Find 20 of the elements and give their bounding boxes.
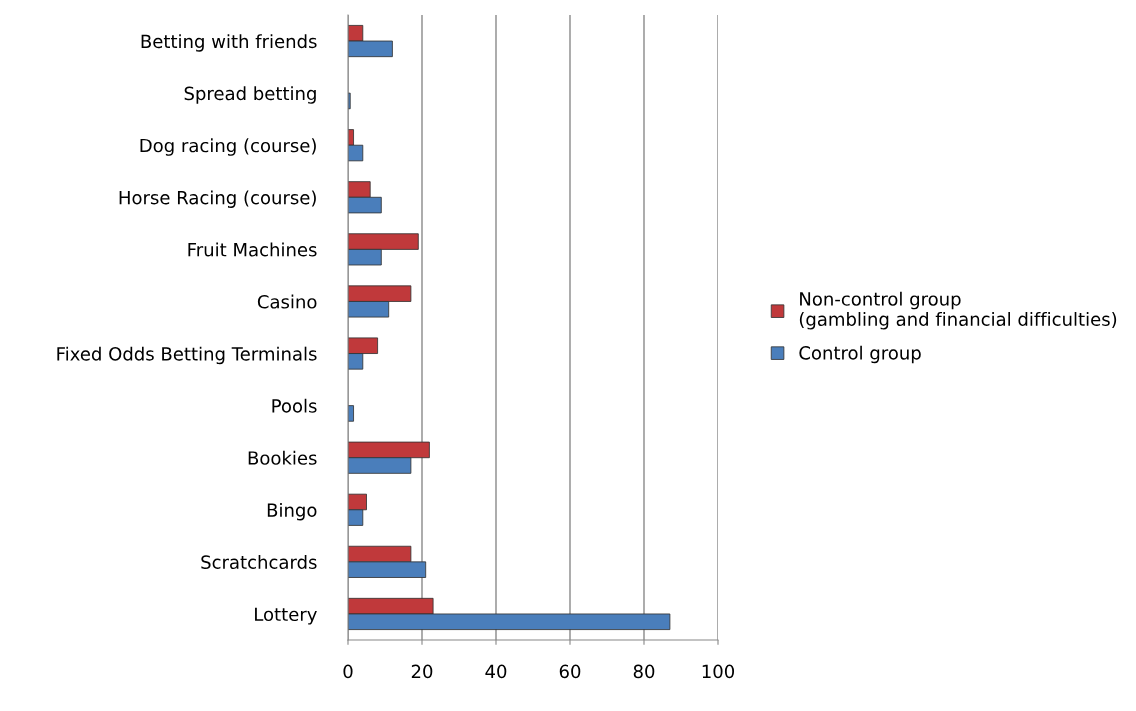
x-tick-label: 80 [633,664,655,679]
y-tick-label: Fruit Machines [188,242,317,257]
y-tick-label: Pools [272,398,317,413]
y-tick-label: Bingo [267,502,317,521]
y-tick-label: Bookies [248,450,317,465]
x-tick-label: 0 [343,664,353,679]
y-tick-label: Horse Racing (course) [119,190,316,208]
x-tick-label: 40 [485,664,507,679]
y-tick-label: Lottery [255,607,317,625]
y-tick-label: Spread betting [184,86,316,104]
y-tick-label: Fixed Odds Betting Terminals [57,346,317,365]
x-tick-label: 20 [411,664,433,679]
y-tick-label: Scratchcards [201,555,317,569]
y-tick-label: Casino [257,294,317,309]
y-tick-label: Dog racing (course) [140,138,316,156]
x-tick-label: 60 [559,664,581,679]
legend-label: Control group [799,345,921,364]
y-tick-label: Betting with friends [141,34,317,52]
legend-label: Non-control group (gambling and financial difficulties) [799,291,1117,330]
x-tick-label: 100 [702,664,735,679]
